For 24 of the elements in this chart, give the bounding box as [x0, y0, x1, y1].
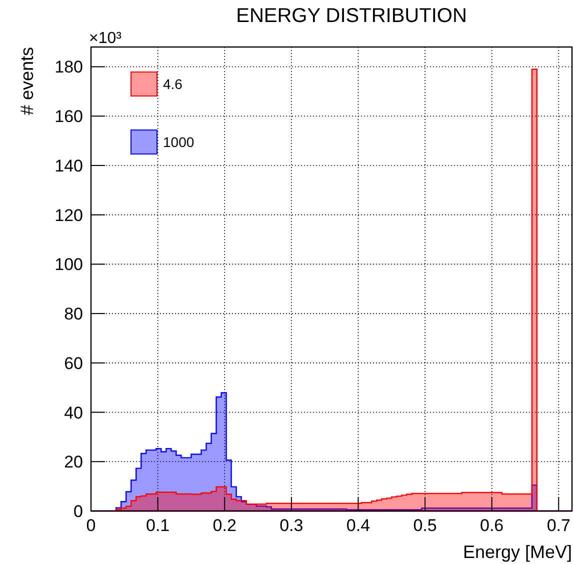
x-tick-label: 0.7: [546, 516, 570, 535]
y-tick-label: 0: [74, 502, 83, 521]
x-tick-label: 0: [86, 516, 96, 535]
y-tick-label: 100: [54, 255, 83, 274]
y-axis-title: # events: [17, 47, 37, 116]
text: ×10³: [89, 30, 122, 47]
y-tick-label: 180: [54, 58, 83, 77]
x-tick-label: 0.5: [413, 516, 437, 535]
chart-title: ENERGY DISTRIBUTION: [236, 5, 467, 27]
y-tick-label: 120: [54, 206, 83, 225]
x-axis-title: Energy [MeV]: [462, 542, 572, 562]
legend-label: 1000: [163, 134, 194, 150]
x-tick-label: 0.2: [212, 516, 236, 535]
y-tick-label: 60: [64, 354, 83, 373]
x-tick-label: 0.6: [480, 516, 504, 535]
x-tick-label: 0.4: [346, 516, 370, 535]
y-tick-label: 80: [64, 304, 83, 324]
x-tick-label: 0.3: [280, 516, 304, 535]
y-tick-label: 140: [54, 156, 83, 176]
y-tick-label: 20: [64, 452, 83, 472]
y-tick-label: 160: [54, 107, 83, 126]
x-tick-label: 0.1: [146, 516, 170, 535]
y-tick-label: 40: [64, 403, 83, 422]
legend-label: 4.6: [163, 76, 183, 92]
